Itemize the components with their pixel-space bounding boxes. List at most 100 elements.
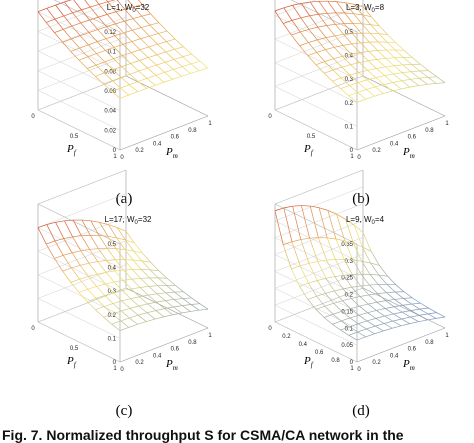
- mesh-line: [72, 251, 81, 253]
- mesh-line: [157, 55, 165, 62]
- mesh-line: [396, 43, 404, 51]
- mesh-line: [46, 19, 55, 22]
- mesh-line: [148, 304, 156, 311]
- mesh-line: [310, 238, 318, 261]
- mesh-line: [357, 99, 366, 102]
- mesh-line: [156, 75, 164, 82]
- mesh-line: [352, 34, 360, 43]
- mesh-line: [310, 2, 318, 14]
- mesh-line: [192, 54, 200, 61]
- pm-tick-label: 0.8: [188, 128, 197, 134]
- mesh-line: [360, 51, 369, 52]
- pf-axis-label: Pf: [66, 355, 77, 369]
- mesh-line: [333, 70, 341, 78]
- mesh-line: [335, 24, 344, 25]
- mesh-line: [104, 304, 113, 307]
- mesh-line: [377, 302, 385, 308]
- mesh-line: [334, 59, 342, 67]
- mesh-line: [370, 33, 378, 42]
- mesh-line: [325, 62, 333, 70]
- mesh-line: [300, 266, 308, 283]
- mesh-line: [200, 304, 208, 309]
- mesh-line: [151, 262, 159, 270]
- pm-tick-label: 0.6: [408, 135, 417, 141]
- mesh-line: [149, 278, 157, 286]
- mesh-line: [132, 39, 141, 42]
- mesh-line: [376, 76, 385, 78]
- mesh-line: [368, 59, 377, 60]
- mesh-line: [141, 39, 149, 47]
- mesh-line: [352, 44, 360, 53]
- mesh-line: [129, 315, 138, 318]
- mesh-line: [63, 253, 72, 256]
- mesh-line: [358, 82, 366, 89]
- panel-d: 00.050.10.150.20.250.30.3500.20.40.60.81…: [237, 212, 474, 422]
- mesh-line: [183, 47, 191, 54]
- mesh-line: [157, 293, 166, 294]
- mesh-line: [149, 36, 157, 44]
- mesh-line: [395, 299, 403, 305]
- mesh-line: [138, 81, 146, 88]
- mesh-line: [349, 335, 357, 340]
- mesh-line: [158, 34, 166, 42]
- mesh-line: [345, 13, 354, 14]
- mesh-line: [403, 298, 411, 304]
- mesh-line: [131, 53, 139, 61]
- mesh-line: [64, 221, 72, 237]
- mesh-line: [89, 263, 97, 274]
- mesh-line: [427, 83, 436, 84]
- pm-tick-label: 0.2: [372, 360, 381, 366]
- mesh-line: [98, 14, 107, 17]
- mesh-line: [122, 53, 131, 56]
- mesh-line: [107, 24, 116, 27]
- mesh-line: [116, 12, 124, 21]
- mesh-line: [175, 292, 183, 298]
- mesh-line: [182, 67, 190, 74]
- mesh-line: [366, 96, 375, 99]
- mesh-line: [158, 286, 166, 293]
- mesh-line: [149, 47, 157, 55]
- pm-tick-label: 0.4: [153, 141, 162, 147]
- mesh-line: [361, 274, 369, 285]
- mesh-line: [366, 90, 374, 97]
- mesh-line: [410, 322, 419, 324]
- mesh-line: [182, 64, 191, 67]
- mesh-line: [183, 57, 191, 64]
- mesh-line: [359, 63, 367, 71]
- mesh-line: [122, 299, 131, 301]
- mesh-line: [395, 292, 403, 298]
- mesh-line: [370, 274, 378, 284]
- mesh-line: [175, 47, 184, 50]
- mesh-line: [325, 50, 333, 59]
- mesh-line: [376, 78, 384, 85]
- mesh-line: [308, 43, 316, 53]
- mesh-line: [105, 282, 114, 284]
- mesh-line: [164, 315, 173, 317]
- mesh-line: [106, 36, 115, 39]
- mesh-line: [141, 36, 150, 39]
- mesh-line: [139, 306, 147, 313]
- mesh-line: [149, 286, 157, 293]
- mesh-line: [394, 65, 403, 66]
- mesh-line: [129, 85, 137, 92]
- mesh-line: [327, 25, 335, 35]
- mesh-line: [122, 301, 130, 308]
- mesh-line: [357, 337, 366, 340]
- pf-tick-label: 0: [31, 114, 35, 120]
- mesh-line: [80, 265, 88, 276]
- mesh-line: [369, 285, 378, 286]
- mesh-line: [73, 0, 81, 10]
- mesh-line: [46, 241, 55, 244]
- mesh-line: [129, 318, 137, 324]
- mesh-line: [369, 285, 377, 294]
- mesh-line: [384, 85, 392, 92]
- mesh-line: [79, 60, 87, 68]
- mesh-line: [146, 319, 155, 322]
- mesh-line: [386, 293, 394, 300]
- mesh-line: [387, 284, 395, 292]
- mesh-line: [158, 44, 166, 52]
- mesh-line: [351, 65, 359, 73]
- panel-title: L=3, W0=8: [346, 3, 385, 14]
- pf-tick-label: 0: [268, 326, 272, 332]
